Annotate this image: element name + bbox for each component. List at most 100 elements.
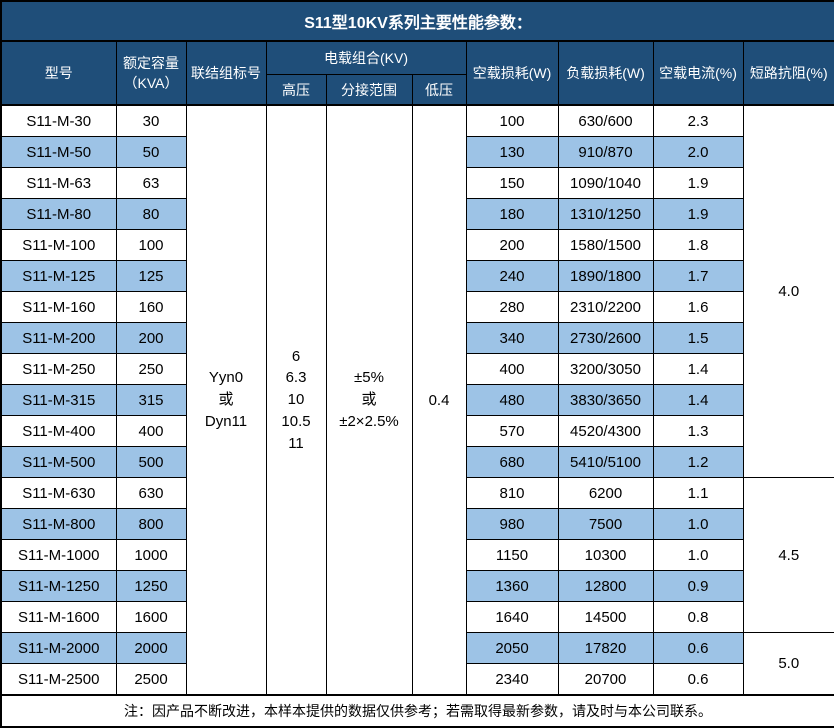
no-load-current-cell: 1.4 [652, 353, 744, 385]
hv-value-cell: 6 6.3 10 10.5 11 [265, 104, 327, 696]
tap-range-value-cell: ±5% 或 ±2×2.5% [325, 104, 413, 696]
capacity-cell: 315 [115, 384, 187, 416]
capacity-cell: 250 [115, 353, 187, 385]
page-title: S11型10KV系列主要性能参数： [0, 0, 834, 42]
header-voltage-group: 电载组合(KV) [265, 40, 467, 75]
table-row: S11-M-800 800 980 7500 1.0 [0, 508, 834, 540]
table-row: S11-M-100 100 200 1580/1500 1.8 [0, 229, 834, 261]
load-loss-cell: 17820 [557, 632, 654, 664]
table-row: S11-M-1600 1600 1640 14500 0.8 [0, 601, 834, 633]
table-row: S11-M-63 63 150 1090/1040 1.9 [0, 167, 834, 199]
table-row: S11-M-400 400 570 4520/4300 1.3 [0, 415, 834, 447]
load-loss-cell: 910/870 [557, 136, 654, 168]
capacity-cell: 2500 [115, 663, 187, 696]
header-row-sub: 高压 分接范围 低压 [1, 74, 834, 106]
model-cell: S11-M-500 [0, 446, 117, 478]
load-loss-cell: 1890/1800 [557, 260, 654, 292]
model-cell: S11-M-50 [0, 136, 117, 168]
header-connection: 联结组标号 [185, 40, 267, 106]
no-load-loss-cell: 150 [465, 167, 559, 199]
no-load-loss-cell: 570 [465, 415, 559, 447]
no-load-loss-cell: 100 [465, 104, 559, 137]
lv-value-cell: 0.4 [411, 104, 467, 696]
connection-value-cell: Yyn0 或 Dyn11 [185, 104, 267, 696]
header-load-loss: 负载损耗(W) [557, 40, 654, 106]
capacity-cell: 50 [115, 136, 187, 168]
capacity-cell: 30 [115, 104, 187, 137]
header-row-main: 型号 额定容量 （KVA） 联结组标号 电载组合(KV) 空载损耗(W) 负载损… [0, 40, 834, 106]
model-cell: S11-M-1000 [0, 539, 117, 571]
load-loss-cell: 1580/1500 [557, 229, 654, 261]
impedance-group-cell: 5.0 [742, 632, 834, 696]
table-row: S11-M-630 630 810 6200 1.1 4.5 [0, 477, 834, 633]
no-load-current-cell: 1.9 [652, 198, 744, 230]
model-cell: S11-M-63 [0, 167, 117, 199]
no-load-loss-cell: 130 [465, 136, 559, 168]
no-load-loss-cell: 240 [465, 260, 559, 292]
model-cell: S11-M-160 [0, 291, 117, 323]
load-loss-cell: 1090/1040 [557, 167, 654, 199]
model-cell: S11-M-250 [0, 353, 117, 385]
table-title-row: S11型10KV系列主要性能参数： [0, 0, 834, 42]
model-cell: S11-M-400 [0, 415, 117, 447]
load-loss-cell: 4520/4300 [557, 415, 654, 447]
load-loss-cell: 3830/3650 [557, 384, 654, 416]
capacity-cell: 160 [115, 291, 187, 323]
capacity-cell: 800 [115, 508, 187, 540]
table-row: S11-M-160 160 280 2310/2200 1.6 [0, 291, 834, 323]
footnote-text: 注：因产品不断改进，本样本提供的数据仅供参考；若需取得最新参数，请及时与本公司联… [0, 694, 834, 728]
header-tap-range: 分接范围 [325, 74, 413, 106]
load-loss-cell: 5410/5100 [557, 446, 654, 478]
no-load-current-cell: 1.2 [652, 446, 744, 478]
load-loss-cell: 2310/2200 [557, 291, 654, 323]
model-cell: S11-M-630 [0, 477, 117, 509]
impedance-group-cell: 4.0 [742, 104, 834, 478]
no-load-loss-cell: 480 [465, 384, 559, 416]
table-row: S11-M-500 500 680 5410/5100 1.2 [0, 446, 834, 478]
table-row: S11-M-30 30 Yyn0 或 Dyn11 6 6.3 10 10.5 1… [0, 104, 834, 696]
header-lv: 低压 [411, 74, 467, 106]
impedance-group-cell: 4.5 [742, 477, 834, 633]
no-load-loss-cell: 340 [465, 322, 559, 354]
model-cell: S11-M-30 [0, 104, 117, 137]
no-load-current-cell: 1.9 [652, 167, 744, 199]
load-loss-cell: 7500 [557, 508, 654, 540]
no-load-loss-cell: 1150 [465, 539, 559, 571]
no-load-current-cell: 1.8 [652, 229, 744, 261]
model-cell: S11-M-800 [0, 508, 117, 540]
no-load-current-cell: 1.1 [652, 477, 744, 509]
no-load-loss-cell: 680 [465, 446, 559, 478]
capacity-cell: 1000 [115, 539, 187, 571]
no-load-current-cell: 2.3 [652, 104, 744, 137]
footnote-row: 注：因产品不断改进，本样本提供的数据仅供参考；若需取得最新参数，请及时与本公司联… [0, 694, 834, 728]
no-load-current-cell: 1.5 [652, 322, 744, 354]
load-loss-cell: 1310/1250 [557, 198, 654, 230]
no-load-loss-cell: 400 [465, 353, 559, 385]
no-load-current-cell: 2.0 [652, 136, 744, 168]
capacity-cell: 1250 [115, 570, 187, 602]
model-cell: S11-M-2500 [0, 663, 117, 696]
table-row: S11-M-315 315 480 3830/3650 1.4 [0, 384, 834, 416]
model-cell: S11-M-80 [0, 198, 117, 230]
model-cell: S11-M-100 [0, 229, 117, 261]
no-load-current-cell: 1.4 [652, 384, 744, 416]
model-cell: S11-M-2000 [0, 632, 117, 664]
header-no-load-loss: 空载损耗(W) [465, 40, 559, 106]
capacity-cell: 80 [115, 198, 187, 230]
header-impedance: 短路抗阻(%) [742, 40, 834, 106]
model-cell: S11-M-200 [0, 322, 117, 354]
model-cell: S11-M-125 [0, 260, 117, 292]
no-load-current-cell: 1.7 [652, 260, 744, 292]
capacity-cell: 630 [115, 477, 187, 509]
table-row: S11-M-1250 1250 1360 12800 0.9 [0, 570, 834, 602]
load-loss-cell: 6200 [557, 477, 654, 509]
model-cell: S11-M-1600 [0, 601, 117, 633]
no-load-current-cell: 1.0 [652, 539, 744, 571]
no-load-loss-cell: 1640 [465, 601, 559, 633]
header-capacity: 额定容量 （KVA） [115, 40, 187, 106]
no-load-current-cell: 0.8 [652, 601, 744, 633]
table-row: S11-M-2500 2500 2340 20700 0.6 [0, 663, 834, 696]
header-model: 型号 [0, 40, 117, 106]
no-load-loss-cell: 2050 [465, 632, 559, 664]
capacity-cell: 2000 [115, 632, 187, 664]
